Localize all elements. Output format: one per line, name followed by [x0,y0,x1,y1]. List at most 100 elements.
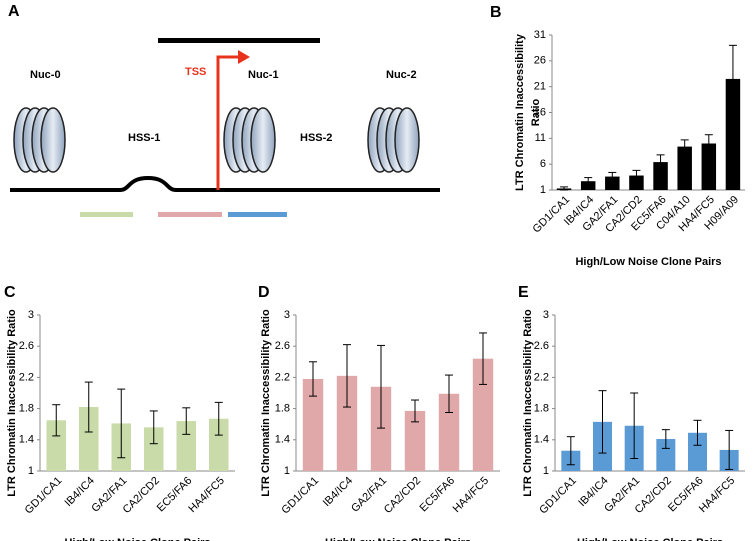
bar [176,421,196,471]
y-tick-label: 1.4 [19,434,34,446]
error-bar [479,332,487,385]
error-bar [566,436,575,466]
y-tick-label: 2.2 [19,371,34,383]
error-bar [632,169,641,182]
x-axis-label: High/Low Noise Clone Pairs [64,537,210,541]
error-bar [598,390,607,454]
y-tick-label: 1 [543,465,549,477]
probe-bar [158,212,222,217]
y-tick-label: 1.8 [534,403,549,415]
y-tick-label: 31 [534,29,546,41]
error-bar [84,381,93,433]
error-bar [693,419,702,446]
hss-label: HSS-1 [128,132,160,144]
x-tick-label: GD1/CA1 [537,475,579,517]
y-tick-label: 16 [534,106,546,118]
y-tick-label: 1.8 [275,403,290,415]
probe-bar [80,212,133,217]
bar [438,393,460,471]
bar [370,386,392,471]
x-tick-label: GD1/CA1 [279,475,321,517]
error-bar [117,388,126,459]
panel-label: E [518,284,529,301]
y-tick-label: 11 [535,132,546,144]
y-axis-label: LTR Chromatin Inaccessibility Ratio [260,309,272,497]
y-tick-label: 21 [534,81,546,93]
panel-label: D [258,284,270,301]
bar [580,181,596,190]
panel-label: B [490,4,502,21]
nucleosome-disc [250,107,276,173]
dna [10,175,440,192]
nuc-label: Nuc-1 [248,69,279,81]
x-tick-label: HA4/FC5 [451,475,491,515]
y-axis-label: LTR Chromatin Inaccessibility Ratio [522,309,534,497]
bar [701,143,717,190]
error-bar [704,134,713,153]
error-bar [377,344,385,429]
y-tick-label: 1 [28,465,34,477]
x-axis-label: High/Low Noise Clone Pairs [575,256,721,268]
error-bar [661,429,670,449]
y-tick-label: 1.8 [19,403,34,415]
error-bar [182,407,191,435]
error-bar [411,399,419,423]
probe-bar [228,212,287,217]
region-bar [158,38,320,43]
diagram-panel: A TSS Nuc-0 Nuc-1 Nuc-2 HSS-1 HSS-2 [8,3,440,217]
y-tick-label: 2.6 [275,340,290,352]
bar [472,358,494,471]
y-tick-label: 2.2 [275,371,290,383]
y-tick-label: 2.6 [19,340,34,352]
bar [46,420,66,471]
y-tick-label: 26 [534,55,546,67]
y-axis-label: LTR Chromatin Inaccessibility [514,33,526,191]
error-bar [728,44,737,113]
bar [302,378,324,471]
y-axis-label: Ratio [530,98,542,126]
y-tick-label: 1 [540,184,546,196]
error-bar [656,154,665,170]
y-tick-label: 3 [543,309,549,321]
bar [404,410,426,471]
bar [677,146,692,190]
bar [656,439,676,471]
error-bar [560,186,569,191]
nuc-label: Nuc-2 [386,69,417,81]
y-tick-label: 2.6 [534,340,549,352]
x-axis-label: High/Low Noise Clone Pairs [577,537,723,541]
y-tick-label: 6 [540,158,546,170]
tss-arrowhead [238,50,250,64]
bar [688,432,707,471]
error-bar [584,177,593,186]
y-tick-label: 1 [284,465,290,477]
tss-arrow [216,55,240,190]
nucleosome-disc [40,107,66,173]
x-tick-label: GD1/CA1 [23,475,65,517]
error-bar [608,171,617,182]
error-bar [445,374,453,413]
nuc-label: Nuc-0 [30,69,61,81]
error-bar [343,344,351,408]
error-bar [149,410,158,445]
tss-label: TSS [185,66,206,78]
x-axis-label: High/Low Noise Clone Pairs [325,537,471,541]
nucleosome-disc [394,107,420,173]
bar [605,176,620,190]
hss-label: HSS-2 [300,132,332,144]
panel-label: C [4,284,16,301]
error-bar [680,139,689,154]
bar [629,175,644,190]
y-axis-label: LTR Chromatin Inaccessibility Ratio [6,309,18,497]
error-bar [309,361,317,397]
y-tick-label: 3 [28,309,34,321]
y-tick-label: 3 [284,309,290,321]
error-bar [630,392,639,460]
error-bar [52,404,61,437]
bar [79,407,99,471]
y-tick-label: 1.4 [534,434,549,446]
y-tick-label: 1.4 [275,434,290,446]
x-tick-label: CA2/CD2 [382,475,423,516]
bar [725,78,741,190]
